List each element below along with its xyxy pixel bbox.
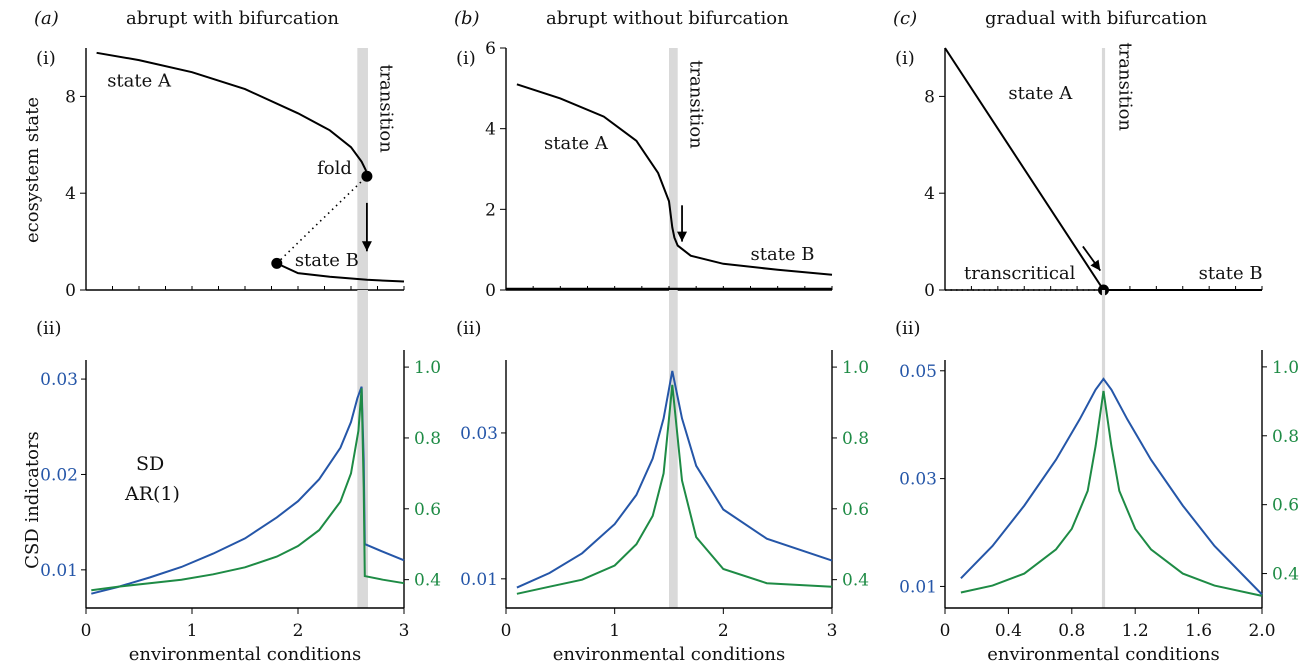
annotation-b-i-2: transition [686, 60, 707, 149]
y-left-tick-label-a-ii: 0.03 [40, 370, 78, 390]
y-tick-label-b-i: 0 [485, 281, 496, 301]
y-tick-label-a-i: 0 [65, 281, 76, 301]
x-tick-label-b-ii: 0 [501, 621, 512, 641]
point-a-i-0 [361, 170, 373, 182]
legend-ar1: AR(1) [124, 483, 180, 505]
x-axis-label-b-ii: environmental conditions [553, 644, 785, 665]
series-sd-b-ii [516, 370, 833, 589]
x-axis-label-c-ii: environmental conditions [987, 644, 1219, 665]
annotation-c-i-2: state B [1199, 263, 1263, 284]
ylabel-csd-indicators: CSD indicators [22, 431, 43, 569]
panel-letter-b: (b) [454, 8, 480, 29]
x-tick-label-c-ii: 1.2 [1122, 621, 1149, 641]
y-tick-label-b-i: 4 [485, 120, 496, 140]
y-right-tick-label-c-ii: 0.4 [1272, 565, 1299, 585]
x-tick-label-b-ii: 3 [827, 621, 838, 641]
y-right-tick-label-c-ii: 0.8 [1272, 427, 1299, 447]
state-line-a-i-0 [96, 51, 368, 177]
panel-letter-a: (a) [34, 8, 59, 29]
x-tick-label-a-ii: 3 [399, 621, 410, 641]
transition-band-b-i [669, 48, 678, 290]
state-line-c-i-0 [944, 47, 1105, 291]
x-tick-label-c-ii: 1.6 [1185, 621, 1212, 641]
ylabel-ecosystem-state: ecosystem state [22, 97, 43, 243]
y-left-tick-label-a-ii: 0.01 [40, 561, 78, 581]
y-right-tick-label-c-ii: 0.6 [1272, 496, 1299, 516]
sublabel-a-i: (i) [36, 48, 56, 69]
panel-letter-c: (c) [893, 8, 917, 29]
transition-band-c-i [1101, 48, 1106, 290]
panel-title-c: gradual with bifurcation [985, 8, 1208, 29]
series-ar1-c-ii [960, 390, 1263, 597]
series-ar1-a-ii [91, 388, 405, 592]
x-axis-label-a-ii: environmental conditions [129, 644, 361, 665]
sublabel-b-i: (i) [456, 48, 476, 69]
x-tick-label-c-ii: 0.8 [1058, 621, 1085, 641]
y-tick-label-a-i: 8 [65, 87, 76, 107]
y-left-tick-label-c-ii: 0.01 [899, 577, 937, 597]
x-tick-label-c-ii: 0.4 [995, 621, 1022, 641]
y-right-tick-label-b-ii: 0.6 [842, 500, 869, 520]
point-a-i-1 [271, 257, 283, 269]
y-right-tick-label-b-ii: 1.0 [842, 358, 869, 378]
y-tick-label-c-i: 0 [924, 281, 935, 301]
y-right-tick-label-c-ii: 1.0 [1272, 358, 1299, 378]
arrow-head-b-i [677, 231, 688, 242]
y-tick-label-c-i: 8 [924, 87, 935, 107]
arrow-head-c-i [1090, 259, 1101, 271]
transition-band-a-i [357, 48, 368, 290]
y-right-tick-label-b-ii: 0.8 [842, 429, 869, 449]
annotation-a-i-1: fold [317, 158, 352, 179]
y-left-tick-label-a-ii: 0.02 [40, 465, 78, 485]
transition-band-b-ii [669, 290, 678, 608]
y-right-tick-label-a-ii: 0.6 [414, 500, 441, 520]
y-tick-label-b-i: 6 [485, 39, 496, 59]
y-tick-label-c-i: 4 [924, 184, 935, 204]
sublabel-c-ii: (ii) [895, 318, 921, 339]
y-left-tick-label-b-ii: 0.03 [460, 424, 498, 444]
y-tick-label-b-i: 2 [485, 200, 496, 220]
annotation-c-i-1: transcritical [964, 263, 1076, 284]
arrow-head-a-i [361, 241, 372, 252]
sublabel-a-ii: (ii) [36, 318, 62, 339]
panel-title-b: abrupt without bifurcation [546, 8, 789, 29]
annotation-b-i-0: state A [544, 133, 609, 154]
x-tick-label-b-ii: 2 [718, 621, 729, 641]
panel-title-a: abrupt with bifurcation [126, 8, 339, 29]
annotation-b-i-1: state B [751, 244, 815, 265]
sublabel-b-ii: (ii) [456, 318, 482, 339]
annotation-a-i-2: state B [295, 250, 359, 271]
y-left-tick-label-c-ii: 0.05 [899, 362, 937, 382]
y-left-tick-label-b-ii: 0.01 [460, 570, 498, 590]
series-ar1-b-ii [516, 384, 833, 595]
state-line-a-i-2 [276, 262, 405, 283]
annotation-a-i-3: transition [376, 64, 397, 153]
y-right-tick-label-a-ii: 0.8 [414, 429, 441, 449]
y-tick-label-a-i: 4 [65, 184, 76, 204]
x-tick-label-a-ii: 2 [293, 621, 304, 641]
y-left-tick-label-c-ii: 0.03 [899, 470, 937, 490]
series-sd-c-ii [960, 377, 1263, 596]
x-tick-label-b-ii: 1 [609, 621, 620, 641]
x-tick-label-a-ii: 0 [81, 621, 92, 641]
x-tick-label-a-ii: 1 [187, 621, 198, 641]
y-right-tick-label-b-ii: 0.4 [842, 571, 869, 591]
annotation-c-i-0: state A [1008, 83, 1073, 104]
y-right-tick-label-a-ii: 1.0 [414, 358, 441, 378]
annotation-a-i-0: state A [107, 71, 172, 92]
x-tick-label-c-ii: 2.0 [1248, 621, 1275, 641]
sublabel-c-i: (i) [895, 48, 915, 69]
x-tick-label-c-ii: 0 [940, 621, 951, 641]
y-right-tick-label-a-ii: 0.4 [414, 571, 441, 591]
transition-band-c-ii [1101, 290, 1106, 608]
state-line-b-i-0 [516, 83, 833, 276]
annotation-c-i-3: transition [1114, 42, 1135, 131]
legend-sd: SD [136, 453, 164, 475]
